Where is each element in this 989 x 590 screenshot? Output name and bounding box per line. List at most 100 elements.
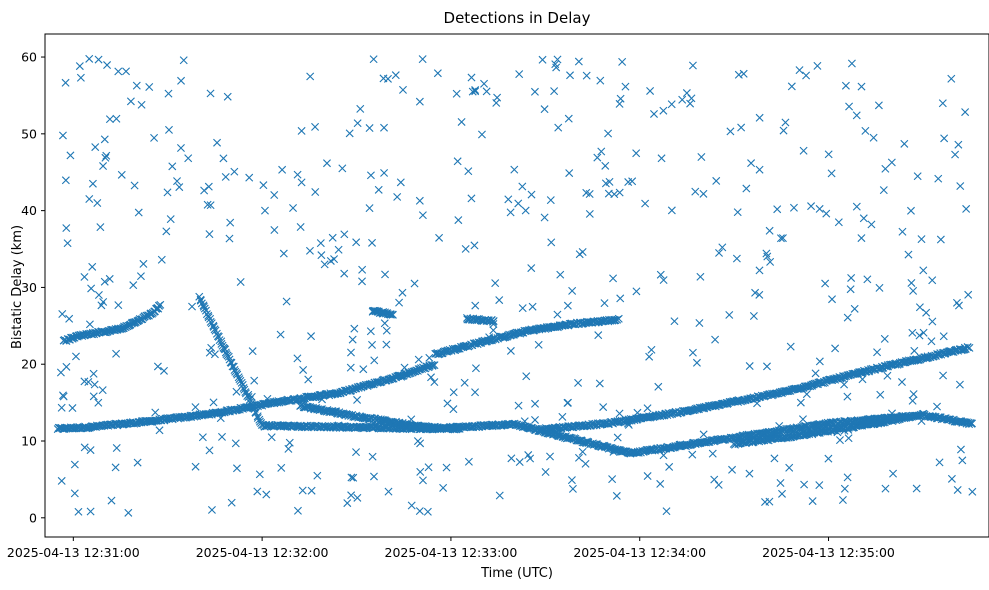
noise-point [306,392,315,401]
noise-point [111,463,120,472]
noise-point [883,371,892,380]
noise-point [311,188,320,197]
noise-point [910,356,919,365]
noise-point [279,249,288,258]
noise-point [346,348,355,357]
noise-point [460,378,469,387]
noise-point [155,426,164,435]
chart-marks [53,54,977,517]
noise-point [609,447,618,456]
noise-point [656,479,665,488]
noise-point [175,183,184,192]
noise-point [506,208,515,217]
noise-point [415,507,424,516]
noise-point [881,484,890,493]
noise-point [350,324,359,333]
noise-point [566,71,575,80]
noise-point [154,304,163,313]
x-tick-label: 2025-04-13 12:35:00 [762,545,895,560]
noise-point [368,238,377,247]
noise-point [117,170,126,179]
noise-point [204,182,213,191]
noise-point [889,469,898,478]
noise-point [863,275,872,284]
noise-point [827,169,836,178]
x-tick-label: 2025-04-13 12:34:00 [573,545,706,560]
noise-point [80,272,89,281]
track-point [214,332,223,341]
noise-point [247,392,256,401]
track-point [232,369,241,378]
noise-point [599,403,608,412]
noise-point [267,433,276,442]
noise-point [88,262,97,271]
noise-point [956,445,965,454]
noise-point [282,297,291,306]
noise-point [678,95,687,104]
noise-point [915,303,924,312]
noise-point [840,380,849,389]
noise-point [691,187,700,196]
noise-point [749,312,758,320]
noise-point [85,54,94,63]
noise-point [815,204,824,213]
noise-point [898,227,907,236]
noise-point [796,398,805,407]
noise-point [297,126,306,135]
noise-point [773,205,782,214]
noise-point [686,99,695,108]
noise-point [954,301,963,310]
noise-point [795,66,804,75]
noise-point [365,124,374,133]
noise-point [582,71,591,80]
noise-point [510,165,519,174]
noise-point [225,234,234,243]
noise-point [297,178,306,187]
noise-point [947,474,956,483]
noise-point [646,86,655,95]
noise-point [621,82,630,91]
noise-point [270,191,279,199]
noise-point [468,87,477,96]
noise-point [574,453,583,462]
noise-point [162,227,171,236]
noise-point [808,497,817,506]
noise-point [662,507,671,516]
noise-point [304,375,313,384]
noise-point [843,313,852,322]
x-axis-label: Time (UTC) [480,566,553,581]
noise-point [766,257,775,266]
noise-point [80,443,89,452]
noise-point [280,422,289,431]
noise-point [520,417,529,426]
noise-point [134,208,143,217]
noise-point [596,76,605,85]
track-point [233,370,242,379]
noise-point [659,451,668,460]
noise-point [681,442,690,451]
noise-point [349,473,358,482]
noise-point [550,87,559,96]
noise-point [815,481,824,490]
noise-point [725,310,734,319]
noise-point [755,266,764,275]
noise-point [451,346,460,355]
noise-point [917,416,926,425]
noise-point [453,157,462,166]
noise-point [495,491,504,500]
noise-point [567,476,576,485]
noise-point [250,376,259,385]
noise-point [515,458,524,467]
noise-point [762,435,771,444]
noise-point [101,153,110,162]
noise-point [647,345,656,354]
noise-point [338,164,347,173]
noise-point [126,97,135,106]
noise-point [755,113,764,122]
noise-point [907,278,916,287]
noise-point [91,143,100,152]
noise-point [632,149,641,158]
noise-point [164,89,173,98]
noise-point [86,507,95,516]
noise-point [191,403,200,412]
